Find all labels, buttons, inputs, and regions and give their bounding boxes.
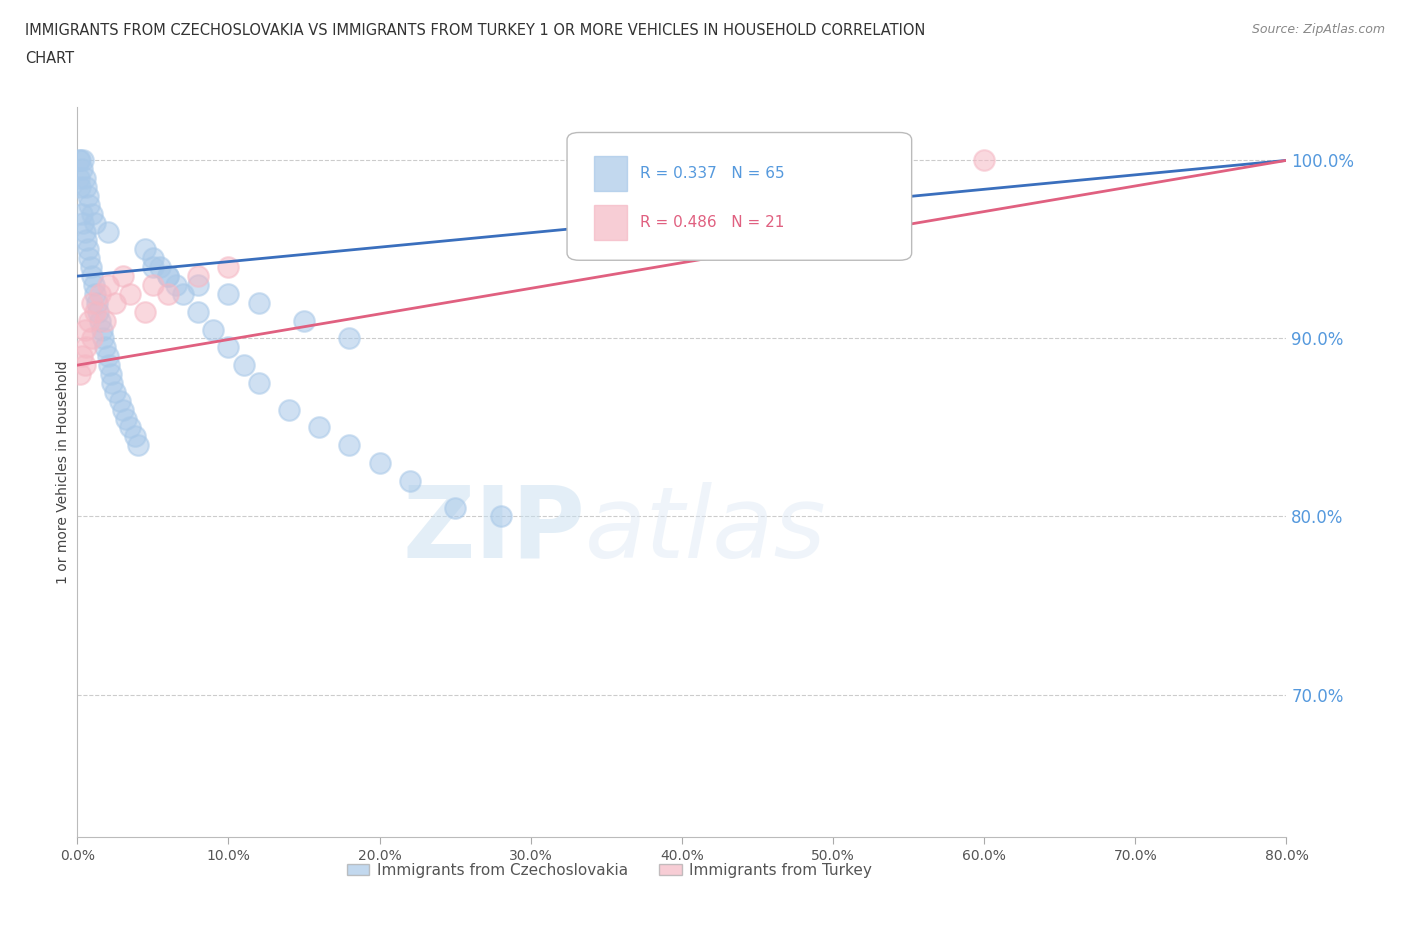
Point <box>149 259 172 274</box>
Point <box>79 313 101 328</box>
Point <box>72 215 94 230</box>
Point <box>77 189 100 204</box>
Point <box>232 358 254 373</box>
Point <box>187 304 209 319</box>
Point <box>218 339 240 354</box>
Point <box>124 429 146 444</box>
Point <box>70 162 93 177</box>
Point <box>187 269 209 284</box>
Point <box>77 242 100 257</box>
Point <box>142 259 165 274</box>
FancyBboxPatch shape <box>593 205 627 240</box>
Point <box>73 358 96 373</box>
Point <box>84 215 107 230</box>
Point <box>104 296 127 311</box>
Point <box>82 206 104 221</box>
Point <box>96 224 118 239</box>
Point <box>72 153 94 167</box>
Point <box>79 251 101 266</box>
Point <box>73 171 96 186</box>
Y-axis label: 1 or more Vehicles in Household: 1 or more Vehicles in Household <box>56 360 70 584</box>
Point <box>157 269 180 284</box>
Point <box>108 393 131 408</box>
Point <box>96 277 118 292</box>
Text: CHART: CHART <box>25 51 75 66</box>
Point <box>93 339 115 354</box>
Point <box>89 286 111 301</box>
Point <box>75 339 97 354</box>
Point <box>90 322 112 337</box>
Point <box>111 269 134 284</box>
Point <box>278 402 301 417</box>
Point <box>489 509 512 524</box>
FancyBboxPatch shape <box>567 132 911 260</box>
Text: Source: ZipAtlas.com: Source: ZipAtlas.com <box>1251 23 1385 36</box>
Point <box>339 438 360 453</box>
Point <box>308 420 330 435</box>
Point <box>89 313 111 328</box>
Point <box>84 304 107 319</box>
Point <box>973 153 995 167</box>
Point <box>91 331 114 346</box>
Point <box>75 233 97 248</box>
Point <box>100 366 122 381</box>
Point <box>218 259 240 274</box>
Point <box>202 322 225 337</box>
Text: R = 0.486   N = 21: R = 0.486 N = 21 <box>640 215 785 230</box>
Point <box>142 277 165 292</box>
Point <box>70 206 93 221</box>
Point <box>134 242 156 257</box>
Point <box>75 179 97 194</box>
Point <box>187 277 209 292</box>
Point <box>157 269 180 284</box>
Point <box>93 313 115 328</box>
Point <box>83 277 105 292</box>
Point <box>127 438 149 453</box>
Text: atlas: atlas <box>585 482 827 578</box>
Point <box>82 331 104 346</box>
Point <box>247 376 270 391</box>
Point <box>70 349 93 364</box>
Point <box>368 456 391 471</box>
Text: R = 0.337   N = 65: R = 0.337 N = 65 <box>640 166 785 180</box>
Point <box>69 366 91 381</box>
Text: IMMIGRANTS FROM CZECHOSLOVAKIA VS IMMIGRANTS FROM TURKEY 1 OR MORE VEHICLES IN H: IMMIGRANTS FROM CZECHOSLOVAKIA VS IMMIGR… <box>25 23 925 38</box>
Point <box>82 269 104 284</box>
Point <box>134 304 156 319</box>
Point <box>69 179 91 194</box>
Point <box>86 296 108 311</box>
Point <box>444 500 467 515</box>
Text: ZIP: ZIP <box>402 482 585 578</box>
Point <box>218 286 240 301</box>
Point <box>101 376 124 391</box>
Point <box>82 296 104 311</box>
Point <box>98 358 121 373</box>
Point <box>172 286 194 301</box>
Point <box>73 224 96 239</box>
Point <box>120 286 142 301</box>
Point <box>157 286 180 301</box>
Point <box>165 277 187 292</box>
Point <box>399 473 422 488</box>
Point <box>96 349 118 364</box>
Point <box>84 286 107 301</box>
Point <box>120 420 142 435</box>
Point <box>142 251 165 266</box>
Point <box>87 304 110 319</box>
Point <box>73 322 96 337</box>
Point <box>247 296 270 311</box>
Point <box>104 384 127 399</box>
Point <box>339 331 360 346</box>
Legend: Immigrants from Czechoslovakia, Immigrants from Turkey: Immigrants from Czechoslovakia, Immigran… <box>340 857 879 884</box>
Point <box>67 171 90 186</box>
Point <box>111 402 134 417</box>
Point <box>114 411 136 426</box>
Point <box>67 153 90 167</box>
Point <box>79 197 101 212</box>
Point <box>292 313 315 328</box>
Point <box>80 259 103 274</box>
Point <box>69 153 91 167</box>
FancyBboxPatch shape <box>593 156 627 191</box>
